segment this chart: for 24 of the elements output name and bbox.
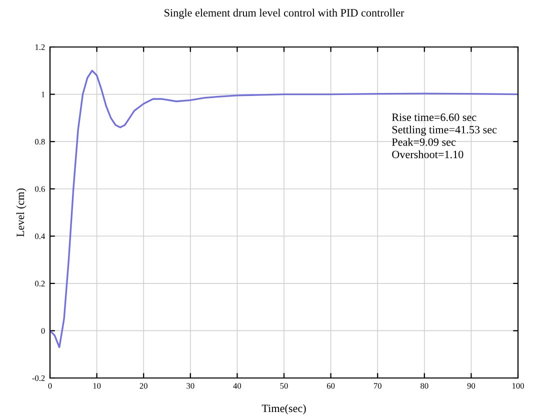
x-tick-label: 30 [186,383,194,389]
x-tick-label: 80 [420,383,428,389]
x-tick-label: 60 [326,383,335,389]
y-axis-title: Level (cm) [16,188,26,237]
y-tick-label: 0.4 [35,233,46,240]
x-tick-label: 40 [233,383,242,389]
x-tick-label: 20 [140,383,148,389]
y-tick-label: 0.8 [35,138,45,145]
annotation: Rise time=6.60 sec Settling time=41.53 sec Peak=9.09 sec Overshoot=1.10 [392,114,497,158]
x-axis-title: Time(sec) [262,404,306,414]
x-tick-label: 90 [467,383,476,389]
x-tick-label: 0 [48,383,52,389]
x-tick-label: 100 [512,383,524,389]
y-tick-label: 1 [42,92,45,98]
y-tick-label: 0 [41,328,45,334]
y-tick-label: 1.2 [35,44,45,50]
chart-title: Single element drum level control with PID controller [164,8,404,19]
y-tick-label: 0.2 [35,280,45,286]
y-tick-label: 0.6 [35,186,45,192]
line-series [50,70,518,348]
x-tick-label: 50 [280,383,288,389]
x-tick-label: 70 [374,383,382,389]
x-tick-label: 10 [93,383,101,389]
y-tick-label: -0.2 [32,375,45,382]
